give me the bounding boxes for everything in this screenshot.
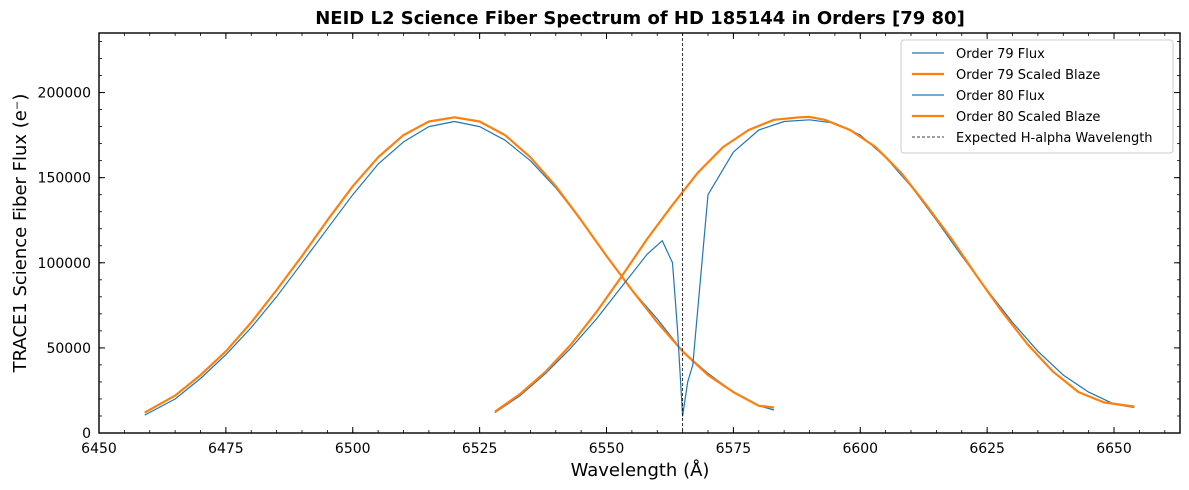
y-axis-title: TRACE1 Science Fiber Flux (e⁻) bbox=[10, 94, 31, 374]
x-tick-label: 6450 bbox=[81, 441, 117, 457]
series-line-3 bbox=[494, 119, 1135, 417]
x-tick-label: 6575 bbox=[716, 441, 752, 457]
y-tick-label: 150000 bbox=[38, 171, 91, 187]
legend-label: Order 79 Scaled Blaze bbox=[956, 68, 1100, 83]
x-tick-label: 6625 bbox=[969, 441, 1005, 457]
x-tick-label: 6550 bbox=[589, 441, 625, 457]
x-axis-title: Wavelength (Å) bbox=[571, 459, 710, 481]
axes-layer bbox=[98, 32, 1181, 434]
legend-label: Expected H-alpha Wavelength bbox=[956, 131, 1153, 146]
y-tick-label: 100000 bbox=[38, 256, 91, 272]
legend-box bbox=[900, 39, 1174, 154]
y-tick-label: 0 bbox=[82, 426, 91, 442]
series-layer bbox=[144, 115, 1135, 417]
chart-title: NEID L2 Science Fiber Spectrum of HD 185… bbox=[315, 8, 965, 29]
x-tick-label: 6600 bbox=[842, 441, 878, 457]
legend-label: Order 79 Flux bbox=[956, 47, 1045, 62]
x-tick-label: 6500 bbox=[335, 441, 371, 457]
x-tick-label: 6475 bbox=[208, 441, 244, 457]
ticks-layer: 6450 6475 6500 6525 6550 6575 6600 6625 6650 0 500… bbox=[38, 33, 1180, 457]
plot-frame bbox=[98, 32, 1181, 434]
y-tick-label: 200000 bbox=[38, 86, 91, 102]
legend: Order 79 Flux Order 79 Scaled Blaze Order … bbox=[900, 39, 1174, 154]
legend-label: Order 80 Scaled Blaze bbox=[956, 110, 1100, 125]
legend-label: Order 80 Flux bbox=[956, 89, 1045, 104]
x-tick-label: 6525 bbox=[462, 441, 498, 457]
y-tick-label: 50000 bbox=[46, 341, 91, 357]
x-tick-label: 6650 bbox=[1096, 441, 1132, 457]
series-line-4 bbox=[494, 115, 1135, 413]
